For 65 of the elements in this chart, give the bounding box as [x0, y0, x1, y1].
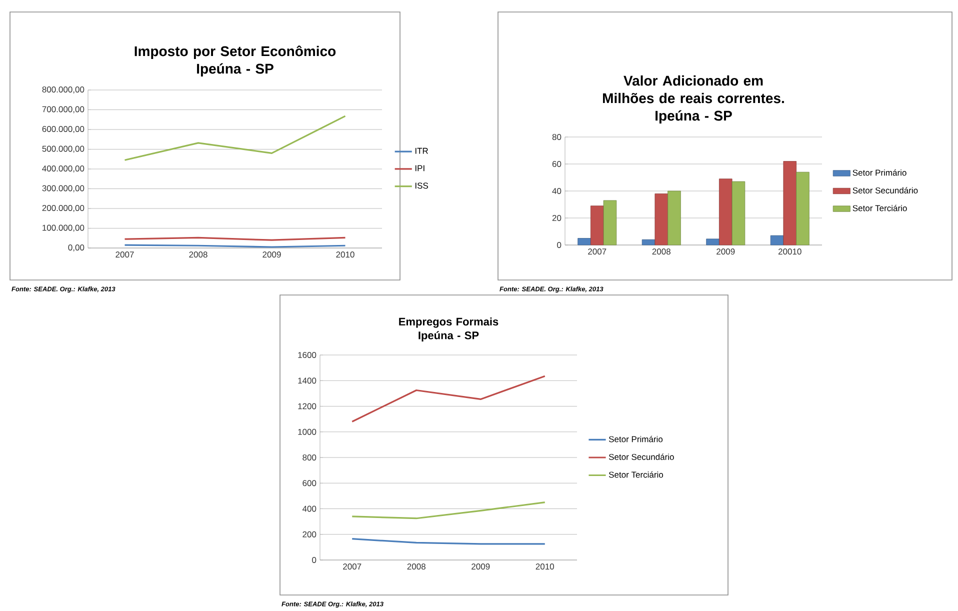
- bar: [770, 235, 784, 246]
- y-tick-label: 0,00: [68, 244, 84, 252]
- bar: [706, 238, 720, 246]
- chart-subtitle: Ipeúna - SP: [418, 331, 479, 342]
- line-series: [351, 502, 546, 520]
- y-tick-label: 100.000,00: [42, 224, 84, 232]
- x-tick-label: 2009: [716, 248, 735, 255]
- bar: [732, 181, 746, 246]
- y-tick-label: 200: [302, 531, 316, 538]
- bar: [642, 239, 656, 246]
- y-tick-label: 60: [552, 161, 562, 168]
- bar: [719, 178, 732, 246]
- chart-title: Empregos Formais: [399, 317, 498, 328]
- x-tick-label: 2010: [536, 564, 554, 570]
- legend-label: Setor Primário: [608, 436, 663, 442]
- bar: [603, 200, 617, 246]
- y-tick-label: 800.000,00: [42, 86, 84, 94]
- line-series: [124, 115, 346, 161]
- legend-label: Setor Secundário: [608, 454, 674, 460]
- y-tick-label: 200.000,00: [42, 205, 84, 212]
- y-tick-label: 0: [557, 242, 562, 248]
- y-tick-label: 300.000,00: [42, 185, 84, 192]
- y-tick-label: 600.000,00: [42, 126, 84, 134]
- x-tick-label: 20010: [778, 248, 802, 255]
- y-tick-label: 40: [552, 188, 562, 194]
- bar: [783, 161, 797, 246]
- y-tick-label: 1000: [298, 428, 316, 435]
- legend-label: ISS: [415, 182, 428, 189]
- legend-label: Setor Secundário: [852, 187, 918, 194]
- x-tick-label: 2007: [343, 564, 362, 570]
- legend-label: IPI: [415, 165, 424, 172]
- chart-subtitle: Ipeúna - SP: [197, 63, 274, 76]
- y-tick-label: 400: [302, 506, 316, 512]
- x-tick-label: 2008: [652, 248, 670, 255]
- y-tick-label: 500.000,00: [42, 146, 84, 153]
- bar: [796, 172, 810, 246]
- x-tick-label: 2008: [189, 252, 208, 258]
- bar: [578, 238, 591, 246]
- legend-label: Setor Terciário: [852, 204, 907, 212]
- y-tick-label: 1200: [298, 403, 316, 410]
- y-tick-label: 400.000,00: [42, 166, 84, 173]
- legend-label: Setor Primário: [852, 169, 906, 176]
- x-tick-label: 2009: [262, 252, 281, 258]
- y-tick-label: 1400: [298, 378, 316, 384]
- legend-label: ITR: [415, 148, 428, 154]
- y-tick-label: 80: [552, 134, 562, 140]
- bar: [590, 206, 604, 246]
- chart-title: Valor Adicionado em Milhões de reais correntes.: [603, 75, 784, 104]
- y-tick-label: 20: [552, 215, 562, 222]
- legend-label: Setor Terciário: [608, 471, 664, 478]
- x-tick-label: 2009: [472, 564, 490, 570]
- x-tick-label: 2007: [116, 252, 134, 258]
- chart-title: Imposto por Setor Econômico: [134, 46, 336, 59]
- x-tick-label: 2010: [336, 252, 354, 258]
- bar: [654, 194, 668, 246]
- y-tick-label: 700.000,00: [42, 106, 84, 114]
- line-series: [351, 375, 546, 422]
- x-tick-label: 2008: [407, 564, 426, 570]
- y-tick-label: 600: [302, 480, 316, 486]
- bar: [668, 190, 681, 246]
- y-tick-label: 1600: [298, 352, 316, 358]
- y-tick-label: 800: [302, 454, 316, 461]
- chart-subtitle: Ipeúna - SP: [656, 110, 732, 124]
- y-tick-label: 0: [312, 557, 316, 564]
- x-tick-label: 2007: [588, 248, 606, 255]
